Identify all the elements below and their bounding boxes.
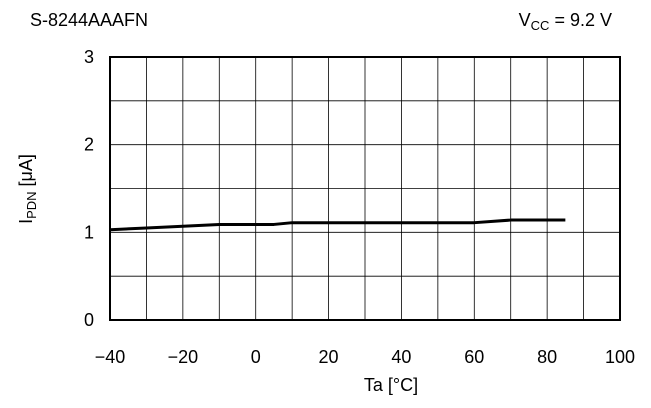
x-tick-label: −40	[95, 347, 126, 367]
x-tick-label: 80	[537, 347, 557, 367]
x-tick-label: −20	[168, 347, 199, 367]
condition-label-rest: = 9.2 V	[549, 10, 612, 30]
x-tick-label: 0	[251, 347, 261, 367]
x-tick-label: 20	[319, 347, 339, 367]
x-tick-label: 100	[605, 347, 635, 367]
y-tick-label: 3	[84, 47, 94, 67]
grid-lines	[110, 57, 620, 320]
y-tick-label: 0	[84, 310, 94, 330]
plot-frame	[109, 56, 621, 321]
x-tick-labels: −40 −20 0 20 40 60 80 100	[95, 347, 635, 367]
condition-label-main: V	[519, 10, 531, 30]
x-axis-label: Ta [°C]	[364, 375, 418, 395]
x-tick-label: 60	[464, 347, 484, 367]
x-tick-label: 40	[391, 347, 411, 367]
chart-title: S-8244AAAFN	[30, 10, 148, 30]
condition-label-sub: CC	[531, 18, 550, 33]
condition-label: VCC = 9.2 V	[519, 10, 612, 33]
y-axis-label-rest: [μA]	[16, 154, 36, 191]
y-tick-labels: 0 1 2 3	[84, 47, 94, 330]
y-tick-label: 1	[84, 222, 94, 242]
series-group	[109, 218, 566, 232]
y-axis-label-sub: PDN	[24, 191, 39, 218]
y-axis-label: IPDN [μA]	[16, 154, 39, 224]
y-tick-label: 2	[84, 135, 94, 155]
y-axis-label-main: I	[16, 219, 36, 224]
series-line	[109, 218, 566, 232]
